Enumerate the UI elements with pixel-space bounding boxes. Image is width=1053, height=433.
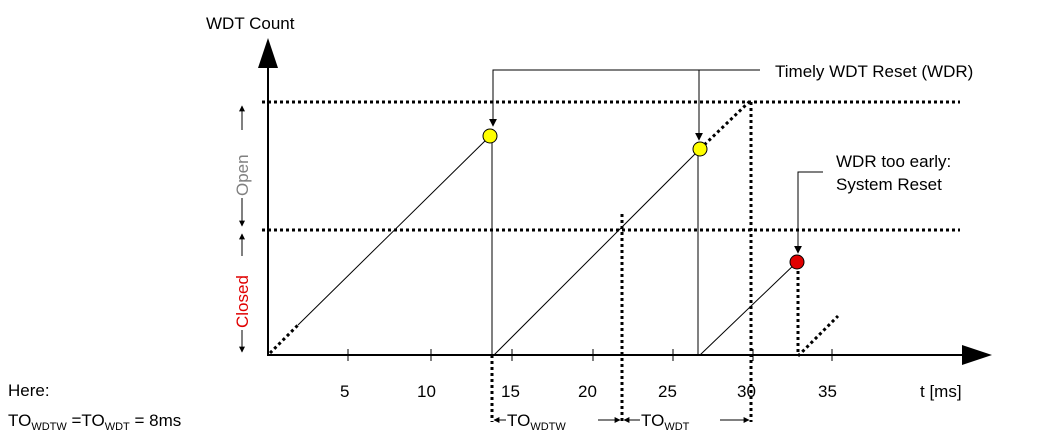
x-tick-label: 30 bbox=[737, 382, 756, 401]
early-reset-label-line1: WDR too early: bbox=[836, 152, 951, 171]
timely-reset-label: Timely WDT Reset (WDR) bbox=[775, 62, 973, 81]
open-window-indicator: Open bbox=[233, 105, 252, 227]
y-axis-arrow-icon bbox=[258, 38, 278, 68]
x-tick-label: 35 bbox=[818, 382, 837, 401]
timeout-note: Here: TOWDTW =TOWDT = 8ms bbox=[8, 381, 181, 433]
note-formula: TOWDTW =TOWDT = 8ms bbox=[8, 411, 181, 433]
ramp-segment bbox=[699, 261, 798, 356]
early-reset-label-line2: System Reset bbox=[836, 175, 942, 194]
y-axis-label: WDT Count bbox=[206, 14, 295, 33]
note-here: Here: bbox=[8, 381, 50, 400]
open-label: Open bbox=[233, 154, 252, 196]
y-axis bbox=[258, 38, 278, 356]
ramp-segment bbox=[268, 323, 300, 355]
x-axis bbox=[268, 345, 992, 365]
timeout-span-annotation: TOWDT bbox=[623, 411, 750, 433]
ramp-segment bbox=[297, 135, 491, 326]
span-label: TOWDTW bbox=[507, 411, 566, 433]
x-axis-label: t [ms] bbox=[920, 382, 962, 401]
counter-ramps bbox=[268, 100, 840, 358]
early-reset-callout: WDR too early: System Reset bbox=[794, 152, 951, 254]
timely-reset-callout: Timely WDT Reset (WDR) bbox=[489, 62, 973, 141]
closed-window-indicator: Closed bbox=[233, 233, 252, 353]
ramp-segment bbox=[493, 148, 701, 356]
x-tick-label: 20 bbox=[578, 382, 597, 401]
x-tick-label: 10 bbox=[417, 382, 436, 401]
x-tick-label: 5 bbox=[340, 382, 349, 401]
span-label: TOWDT bbox=[641, 411, 690, 433]
x-tick-label: 15 bbox=[501, 382, 520, 401]
x-axis-arrow-icon bbox=[962, 345, 992, 365]
timely-reset-point bbox=[482, 128, 498, 144]
x-tick-label: 25 bbox=[658, 382, 677, 401]
window-span-annotation: TOWDTW bbox=[493, 411, 621, 433]
closed-label: Closed bbox=[233, 275, 252, 328]
timely-reset-point bbox=[692, 141, 708, 157]
ramp-dashed-extension bbox=[698, 100, 751, 151]
x-ticks: 5 10 15 20 25 30 35 bbox=[340, 349, 837, 401]
early-reset-point bbox=[789, 254, 805, 270]
